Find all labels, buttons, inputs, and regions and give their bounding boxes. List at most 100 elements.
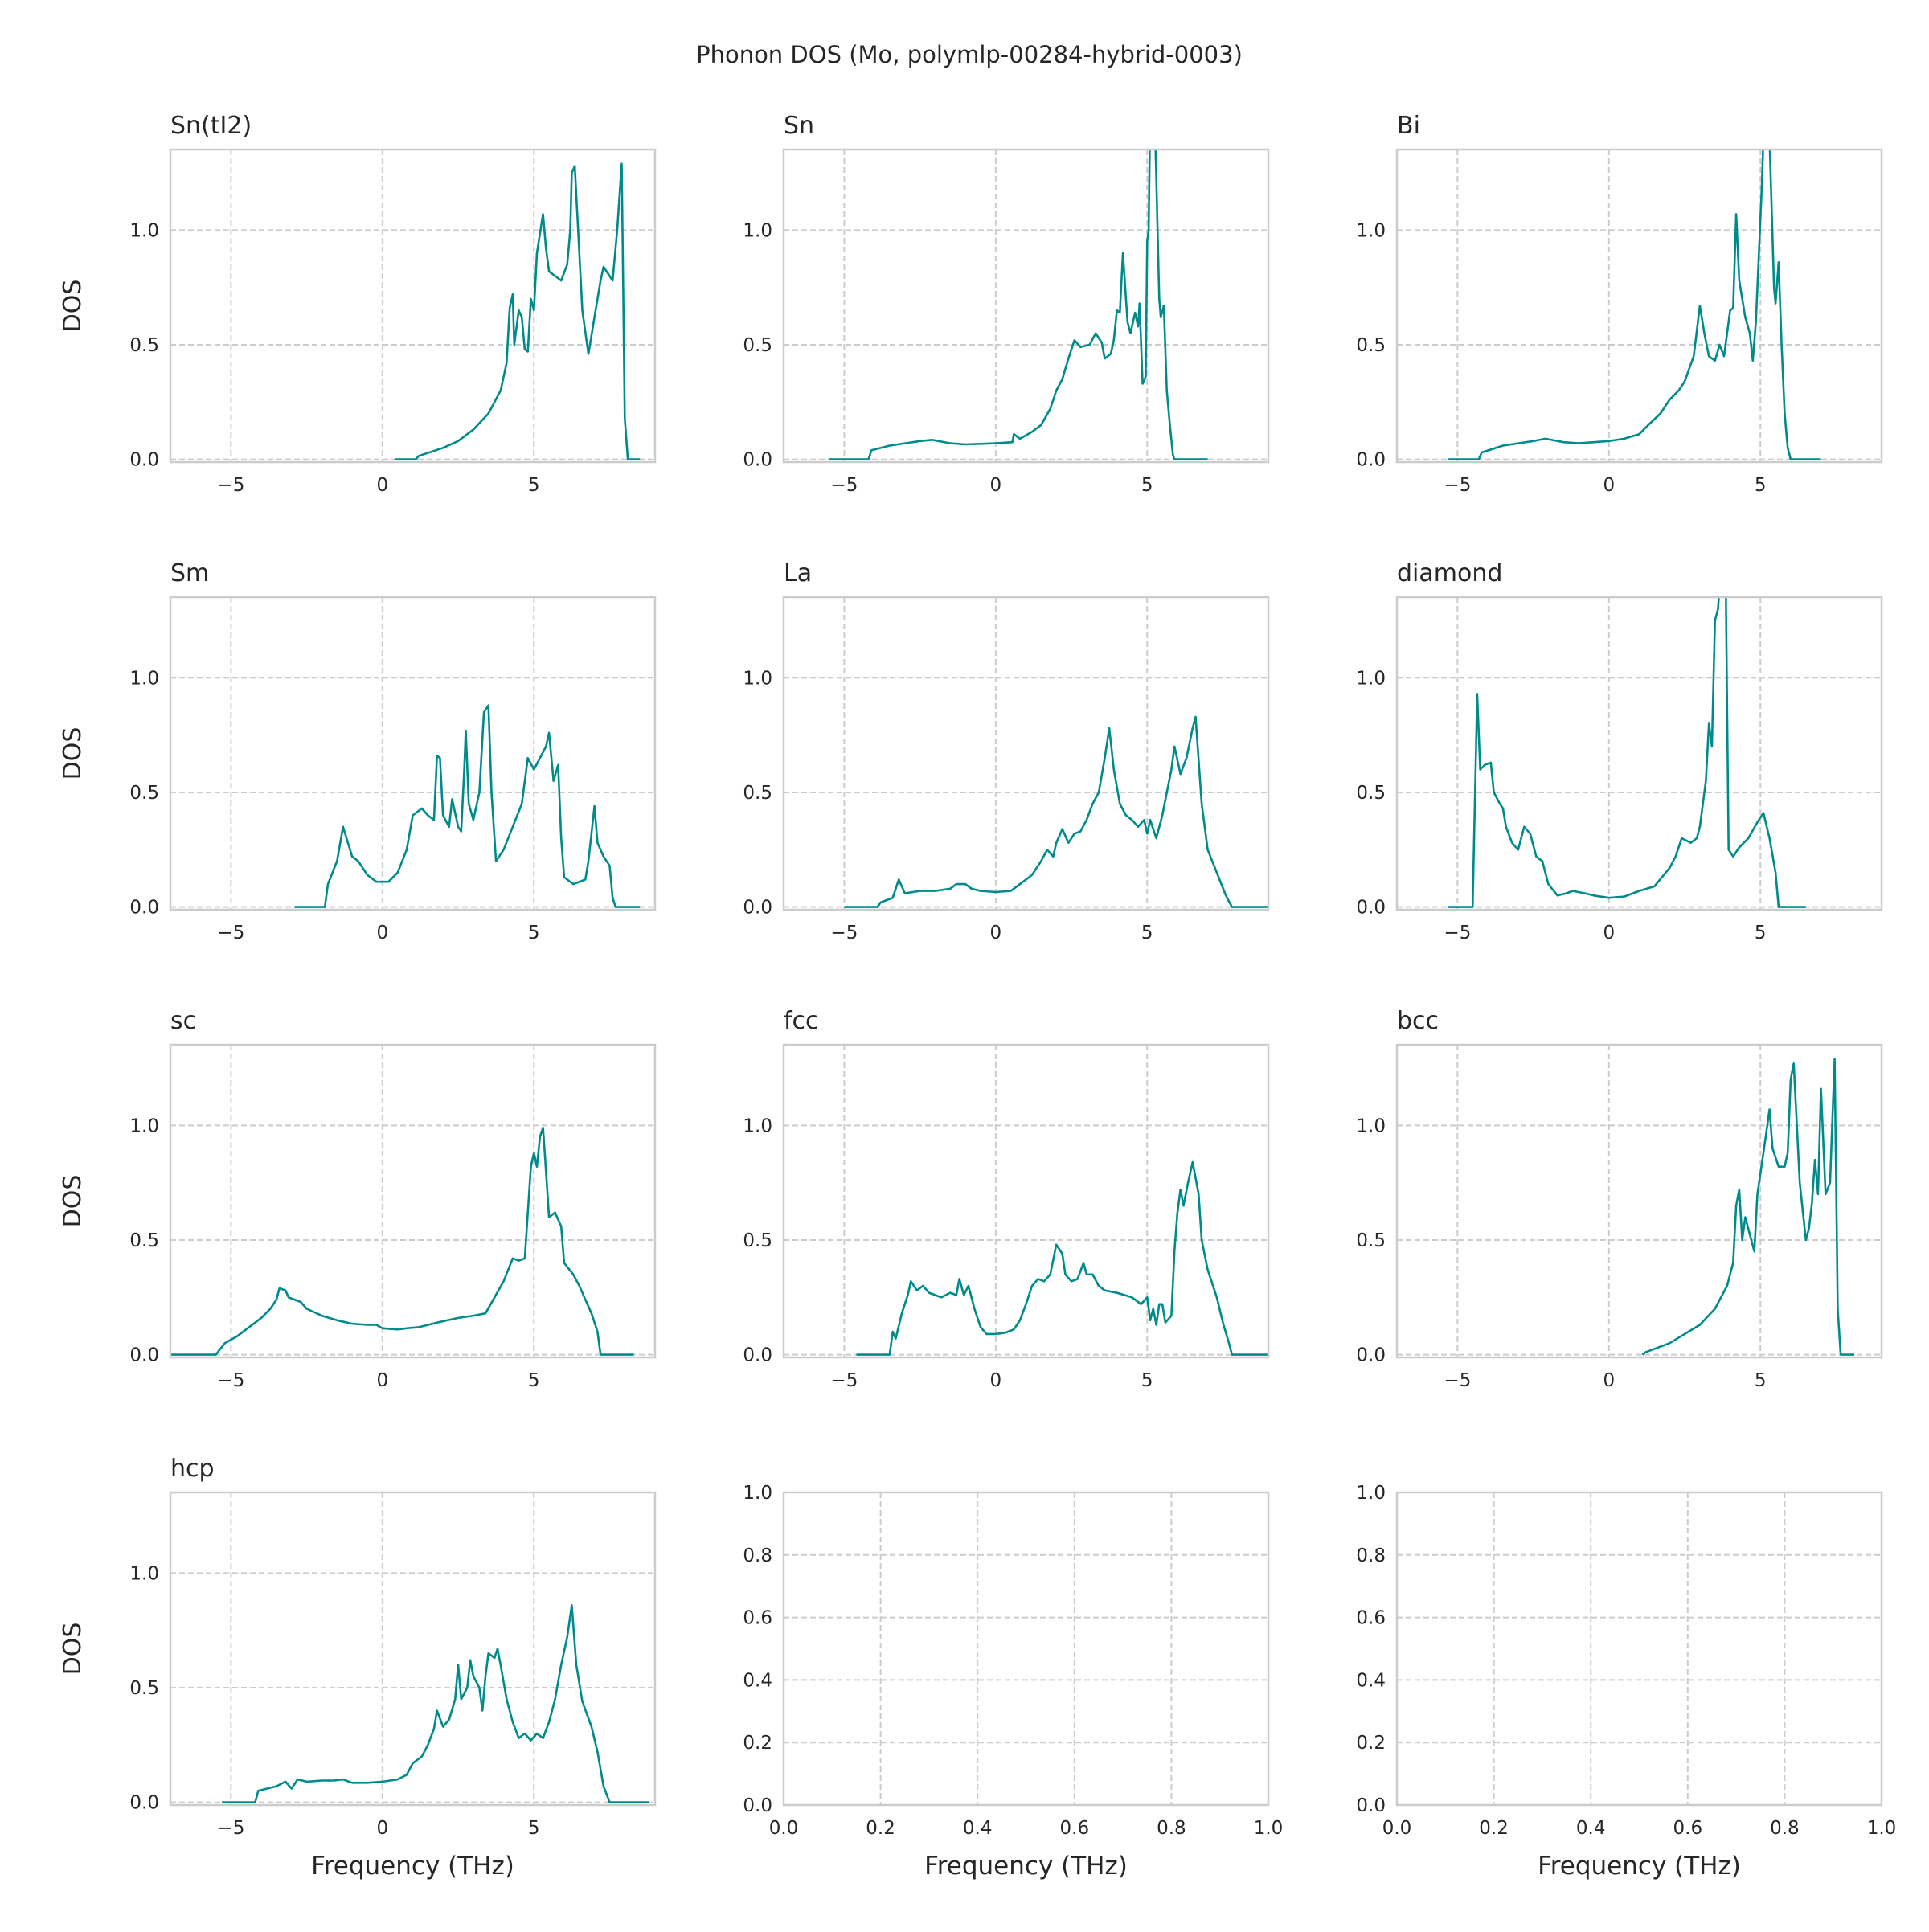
x-axis-label: Frequency (THz) <box>1538 1852 1741 1881</box>
x-tick-label: 5 <box>1755 475 1767 496</box>
x-tick-label: 0.6 <box>1060 1818 1090 1839</box>
y-axis-label: DOS <box>59 280 87 333</box>
x-tick-label: −5 <box>1444 475 1471 496</box>
y-tick-label: 0.5 <box>1356 1230 1386 1251</box>
x-axis-label: Frequency (THz) <box>311 1852 514 1881</box>
x-tick-label: −5 <box>217 1370 244 1391</box>
y-tick-label: 0.0 <box>743 1795 772 1816</box>
y-tick-label: 0.0 <box>1356 450 1386 471</box>
subplot-empty-10: 0.0 0.2 0.4 0.6 0.8 1.0 0.0 0.2 0.4 0.6 0.8 1.0 Freq… <box>743 1483 1283 1881</box>
subplot-bcc: −5 0 5 0.0 0.5 1.0 bcc <box>1356 1007 1883 1391</box>
y-tick-label: 0.5 <box>1356 783 1386 804</box>
subplot-title: Sn <box>784 112 814 140</box>
axes-frame <box>169 1043 657 1359</box>
subplot-hcp: −5 0 5 0.0 0.5 1.0 hcp DOS Frequency (THz) <box>59 1455 657 1881</box>
x-tick-label: 0.6 <box>1673 1818 1703 1839</box>
x-tick-label: 0.0 <box>769 1818 799 1839</box>
y-tick-label: 0.5 <box>743 783 772 804</box>
y-axis-label: DOS <box>59 727 87 780</box>
y-tick-label: 0.2 <box>743 1733 772 1754</box>
y-tick-label: 1.0 <box>129 220 159 241</box>
subplot-title: diamond <box>1397 559 1502 587</box>
y-tick-label: 0.5 <box>129 335 159 356</box>
y-tick-label: 0.0 <box>1356 1345 1386 1366</box>
y-tick-label: 0.0 <box>129 1793 159 1814</box>
subplot-title: hcp <box>170 1455 215 1483</box>
x-tick-label: 0.4 <box>963 1818 993 1839</box>
axes-frame <box>169 596 657 911</box>
subplot-empty-11: 0.0 0.2 0.4 0.6 0.8 1.0 0.0 0.2 0.4 0.6 0.8 1.0 Freq… <box>1356 1483 1896 1881</box>
x-tick-label: 0.2 <box>866 1818 895 1839</box>
subplot-diamond: −5 0 5 0.0 0.5 1.0 diamond <box>1356 559 1883 943</box>
axes-frame <box>169 148 657 464</box>
y-tick-label: 0.0 <box>1356 1795 1386 1816</box>
subplot-sc: −5 0 5 0.0 0.5 1.0 sc DOS <box>59 1007 657 1391</box>
x-tick-label: 0 <box>376 1818 388 1839</box>
y-tick-label: 1.0 <box>1356 1115 1386 1136</box>
x-tick-label: 0 <box>1603 923 1615 943</box>
y-tick-label: 1.0 <box>129 668 159 689</box>
dos-curve <box>222 1604 649 1803</box>
y-tick-label: 1.0 <box>743 668 772 689</box>
y-tick-label: 0.0 <box>1356 898 1386 919</box>
x-tick-label: 0 <box>989 923 1001 943</box>
dos-curve <box>394 162 641 460</box>
y-tick-label: 1.0 <box>743 1483 772 1504</box>
y-tick-label: 0.0 <box>743 898 772 919</box>
axes-frame <box>1395 1043 1883 1359</box>
y-tick-label: 0.4 <box>1356 1670 1386 1691</box>
x-tick-label: −5 <box>830 1370 858 1391</box>
dos-curve <box>844 715 1268 908</box>
y-tick-label: 0.6 <box>743 1608 772 1629</box>
x-tick-label: 5 <box>1755 923 1767 943</box>
subplot-title: La <box>784 559 812 587</box>
x-tick-label: −5 <box>830 475 858 496</box>
y-tick-label: 0.0 <box>129 898 159 919</box>
y-tick-label: 0.8 <box>1356 1545 1386 1566</box>
x-tick-label: −5 <box>217 923 244 943</box>
x-tick-label: 5 <box>1755 1370 1767 1391</box>
subplot-title: sc <box>170 1007 196 1035</box>
subplot-La: −5 0 5 0.0 0.5 1.0 La <box>743 559 1270 943</box>
x-tick-label: 0 <box>989 475 1001 496</box>
subplot-Sm: −5 0 5 0.0 0.5 1.0 Sm DOS <box>59 559 657 943</box>
axes-frame <box>782 148 1270 464</box>
y-tick-label: 0.5 <box>129 783 159 804</box>
y-axis-label: DOS <box>59 1623 87 1676</box>
dos-curve <box>1448 149 1821 460</box>
axes-frame <box>1395 1491 1883 1807</box>
x-tick-label: 0 <box>376 475 388 496</box>
x-tick-label: 0 <box>1603 475 1615 496</box>
dos-curve <box>856 1160 1268 1356</box>
y-tick-label: 0.6 <box>1356 1608 1386 1629</box>
x-tick-label: 5 <box>528 923 540 943</box>
y-axis-label: DOS <box>59 1175 87 1228</box>
x-tick-label: 0.2 <box>1479 1818 1509 1839</box>
y-tick-label: 0.8 <box>743 1545 772 1566</box>
x-tick-label: 5 <box>1141 1370 1153 1391</box>
subplot-Bi: −5 0 5 0.0 0.5 1.0 Bi <box>1356 112 1883 496</box>
dos-curve <box>829 149 1208 460</box>
y-tick-label: 1.0 <box>743 220 772 241</box>
y-tick-label: 1.0 <box>129 1563 159 1584</box>
y-tick-label: 1.0 <box>743 1115 772 1136</box>
y-tick-label: 0.5 <box>743 335 772 356</box>
x-tick-label: 0 <box>376 1370 388 1391</box>
x-tick-label: 5 <box>1141 475 1153 496</box>
y-tick-label: 0.5 <box>129 1678 159 1699</box>
subplot-title: bcc <box>1397 1007 1439 1035</box>
y-tick-label: 0.2 <box>1356 1733 1386 1754</box>
dos-curve <box>294 704 641 908</box>
x-tick-label: 1.0 <box>1867 1818 1897 1839</box>
y-tick-label: 1.0 <box>1356 668 1386 689</box>
subplot-Sn(tI2): −5 0 5 0.0 0.5 1.0 Sn(tI2) DOS <box>59 112 657 496</box>
x-tick-label: −5 <box>217 475 244 496</box>
x-axis-label: Frequency (THz) <box>924 1852 1128 1881</box>
x-tick-label: 0.8 <box>1770 1818 1800 1839</box>
y-tick-label: 1.0 <box>1356 1483 1386 1504</box>
subplot-title: Sm <box>170 559 209 587</box>
x-tick-label: 0.8 <box>1157 1818 1186 1839</box>
y-tick-label: 0.0 <box>743 450 772 471</box>
y-tick-label: 0.0 <box>743 1345 772 1366</box>
x-tick-label: −5 <box>830 923 858 943</box>
